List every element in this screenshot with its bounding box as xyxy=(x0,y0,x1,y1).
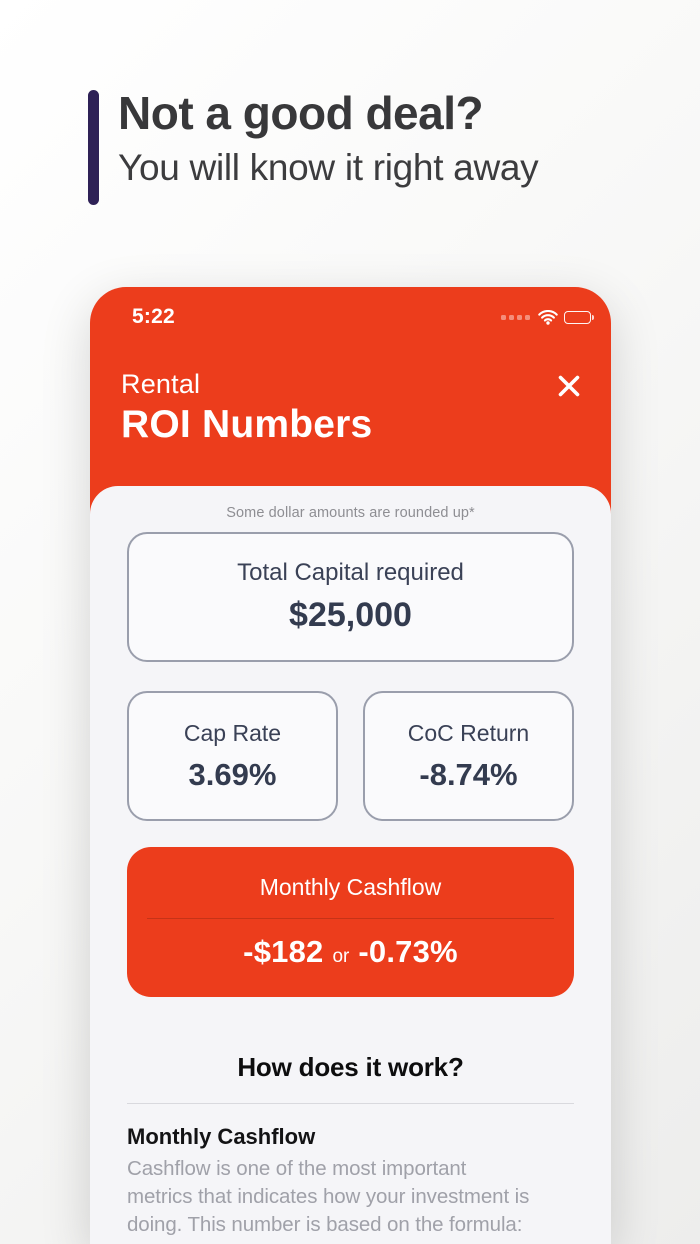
section-divider xyxy=(127,1103,574,1104)
description-line: Cashflow is one of the most important xyxy=(127,1157,467,1180)
phone-mockup: 5:22 xyxy=(90,287,611,1244)
coc-return-label: CoC Return xyxy=(407,719,530,746)
how-it-works-title: How does it work? xyxy=(237,1052,464,1082)
cashflow-conjunction: or xyxy=(332,946,350,967)
cap-rate-label: Cap Rate xyxy=(183,719,282,746)
coc-return-value: -8.74% xyxy=(419,756,518,792)
cashflow-divider xyxy=(147,918,554,919)
accent-bar xyxy=(88,90,99,205)
description-line: doing. This number is based on the formu… xyxy=(127,1213,523,1236)
status-time: 5:22 xyxy=(132,305,175,328)
total-capital-card: Total Capital required $25,000 xyxy=(127,532,574,662)
monthly-cashflow-title: Monthly Cashflow xyxy=(259,874,442,900)
description-line: Monthly Rent minus expenses like Mortgag… xyxy=(127,1239,574,1244)
app-header-titles: Rental ROI Numbers xyxy=(121,369,372,447)
cap-rate-card: Cap Rate 3.69% xyxy=(127,691,338,821)
cap-rate-value: 3.69% xyxy=(188,756,277,792)
hero-heading: Not a good deal? You will know it right … xyxy=(88,87,539,205)
total-capital-value: $25,000 xyxy=(289,596,412,634)
coc-return-card: CoC Return -8.74% xyxy=(363,691,574,821)
description-line: metrics that indicates how your investme… xyxy=(127,1185,530,1208)
metrics-row: Cap Rate 3.69% CoC Return -8.74% xyxy=(127,691,574,821)
cashflow-description: Cashflow is one of the most important me… xyxy=(127,1155,574,1244)
cashflow-amount: -$182 xyxy=(243,934,324,969)
cashflow-values: -$182 or -0.73% xyxy=(127,934,574,970)
monthly-cashflow-card: Monthly Cashflow -$182 or -0.73% xyxy=(127,847,574,997)
close-button[interactable] xyxy=(554,371,584,401)
status-bar: 5:22 xyxy=(90,287,611,331)
wifi-icon xyxy=(538,309,558,325)
cashflow-section-title: Monthly Cashflow xyxy=(127,1124,316,1149)
total-capital-label: Total Capital required xyxy=(237,559,464,586)
cashflow-percent: -0.73% xyxy=(358,934,458,969)
hero-text: Not a good deal? You will know it right … xyxy=(118,87,539,205)
page-title: ROI Numbers xyxy=(121,403,373,446)
results-sheet[interactable]: Some dollar amounts are rounded up* Tota… xyxy=(90,486,611,1244)
close-icon xyxy=(556,373,582,399)
hero-subtitle: You will know it right away xyxy=(118,146,539,188)
rounding-note: Some dollar amounts are rounded up* xyxy=(226,505,475,521)
battery-icon xyxy=(564,310,594,324)
app-kicker: Rental xyxy=(121,369,201,399)
app-header: Rental ROI Numbers xyxy=(90,331,611,447)
hero-title: Not a good deal? xyxy=(118,87,484,139)
cellular-signal-icon xyxy=(501,314,530,320)
status-icons xyxy=(501,309,594,325)
